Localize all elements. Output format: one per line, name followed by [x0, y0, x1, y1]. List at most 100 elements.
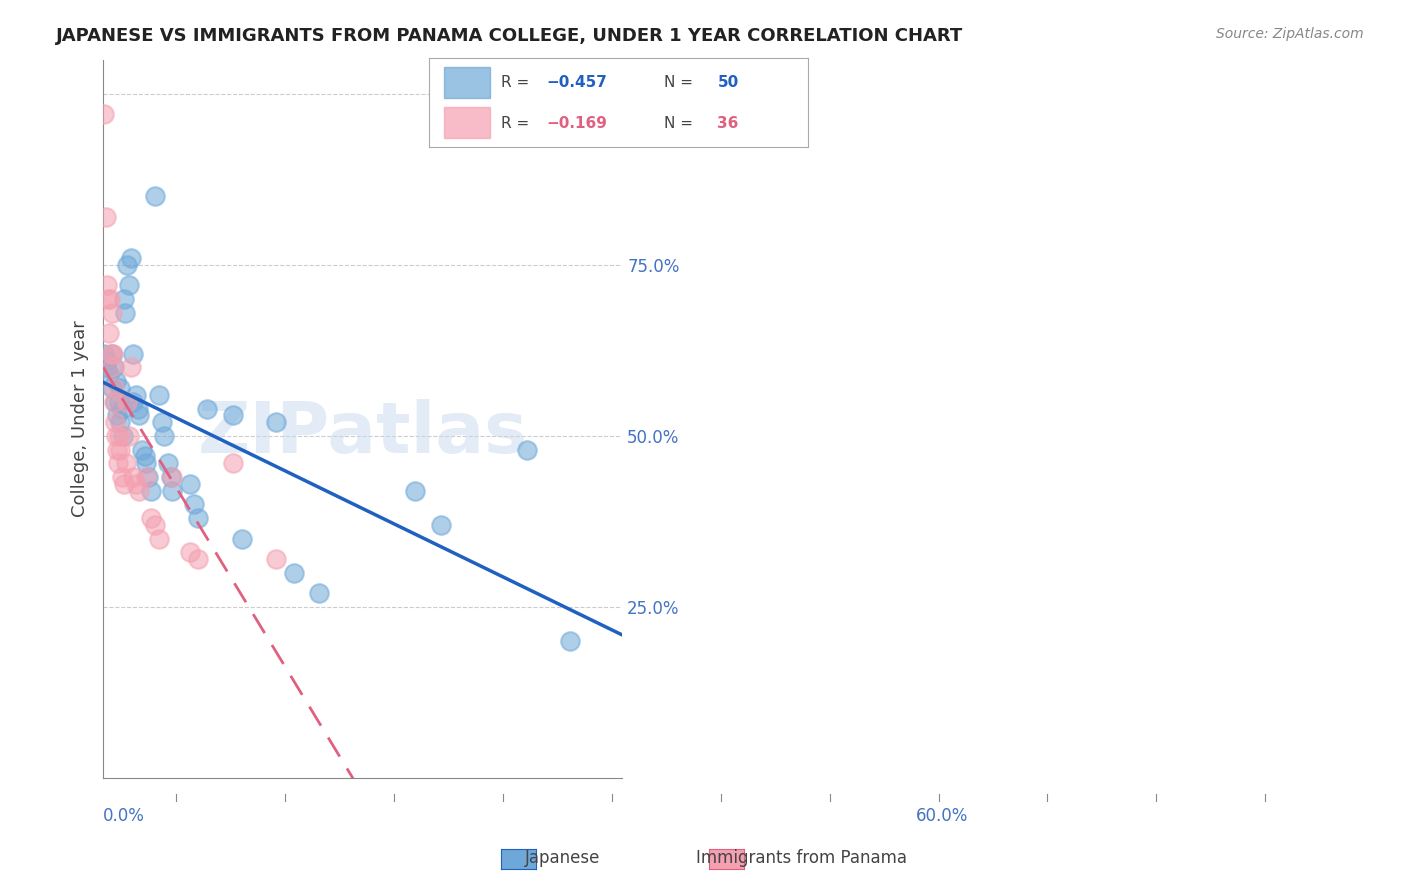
- Point: [105, 429, 128, 443]
- Point: [93, 107, 115, 121]
- Text: JAPANESE VS IMMIGRANTS FROM PANAMA COLLEGE, UNDER 1 YEAR CORRELATION CHART: JAPANESE VS IMMIGRANTS FROM PANAMA COLLE…: [56, 27, 963, 45]
- Point: [120, 251, 142, 265]
- Point: [135, 456, 157, 470]
- Point: [127, 401, 149, 416]
- Point: [100, 347, 122, 361]
- Point: [110, 415, 132, 429]
- Point: [122, 347, 145, 361]
- Point: [98, 326, 121, 341]
- Point: [110, 442, 132, 457]
- Point: [112, 476, 135, 491]
- Point: [97, 292, 120, 306]
- Point: [143, 189, 166, 203]
- Point: [148, 388, 170, 402]
- Point: [264, 552, 287, 566]
- Text: 0.0%: 0.0%: [103, 806, 145, 825]
- Point: [222, 456, 245, 470]
- Point: [148, 532, 170, 546]
- Point: [121, 394, 143, 409]
- Point: [107, 429, 129, 443]
- Point: [101, 347, 124, 361]
- Text: Japanese: Japanese: [524, 849, 600, 867]
- Point: [103, 381, 125, 395]
- Point: [112, 429, 135, 443]
- Point: [101, 360, 124, 375]
- Point: [104, 394, 127, 409]
- Point: [308, 586, 330, 600]
- Point: [179, 545, 201, 559]
- Point: [264, 415, 287, 429]
- Point: [183, 497, 205, 511]
- Point: [117, 258, 139, 272]
- Point: [98, 368, 121, 382]
- Bar: [444, 67, 489, 98]
- Text: 50: 50: [717, 76, 738, 90]
- Point: [131, 442, 153, 457]
- Point: [105, 409, 128, 423]
- Point: [404, 483, 426, 498]
- Point: [101, 306, 124, 320]
- Point: [136, 470, 159, 484]
- Point: [152, 429, 174, 443]
- Point: [111, 470, 134, 484]
- Point: [560, 634, 582, 648]
- Text: R =: R =: [501, 116, 534, 130]
- Text: 60.0%: 60.0%: [917, 806, 969, 825]
- Point: [96, 353, 118, 368]
- Point: [128, 483, 150, 498]
- Point: [125, 388, 148, 402]
- Point: [195, 401, 218, 416]
- Text: N =: N =: [664, 76, 697, 90]
- Point: [114, 456, 136, 470]
- Point: [429, 517, 451, 532]
- Text: N =: N =: [664, 116, 697, 130]
- Point: [122, 470, 145, 484]
- Point: [105, 442, 128, 457]
- Bar: [444, 107, 489, 138]
- Point: [98, 292, 121, 306]
- Point: [114, 306, 136, 320]
- Point: [159, 470, 181, 484]
- Point: [139, 511, 162, 525]
- Point: [120, 360, 142, 375]
- Point: [93, 347, 115, 361]
- Text: −0.457: −0.457: [547, 76, 607, 90]
- Point: [107, 456, 129, 470]
- Point: [516, 442, 538, 457]
- Point: [187, 552, 209, 566]
- Point: [150, 415, 173, 429]
- Point: [101, 381, 124, 395]
- Point: [101, 347, 124, 361]
- Point: [157, 456, 180, 470]
- Point: [103, 360, 125, 375]
- Text: R =: R =: [501, 76, 534, 90]
- Point: [162, 470, 184, 484]
- Point: [112, 292, 135, 306]
- Point: [105, 374, 128, 388]
- Text: Source: ZipAtlas.com: Source: ZipAtlas.com: [1216, 27, 1364, 41]
- Text: −0.169: −0.169: [547, 116, 607, 130]
- Point: [187, 511, 209, 525]
- Point: [143, 517, 166, 532]
- Point: [110, 381, 132, 395]
- Point: [118, 278, 141, 293]
- Point: [283, 566, 305, 580]
- Point: [117, 394, 139, 409]
- Point: [104, 415, 127, 429]
- Point: [118, 429, 141, 443]
- Point: [222, 409, 245, 423]
- Point: [94, 360, 117, 375]
- Point: [162, 483, 184, 498]
- Point: [139, 483, 162, 498]
- Y-axis label: College, Under 1 year: College, Under 1 year: [72, 320, 89, 517]
- Text: 36: 36: [717, 116, 738, 130]
- Point: [134, 450, 156, 464]
- Point: [107, 394, 129, 409]
- Point: [128, 409, 150, 423]
- Point: [135, 470, 157, 484]
- Point: [94, 210, 117, 224]
- Point: [103, 394, 125, 409]
- Point: [179, 476, 201, 491]
- Point: [125, 476, 148, 491]
- Text: ZIPatlas: ZIPatlas: [198, 399, 527, 467]
